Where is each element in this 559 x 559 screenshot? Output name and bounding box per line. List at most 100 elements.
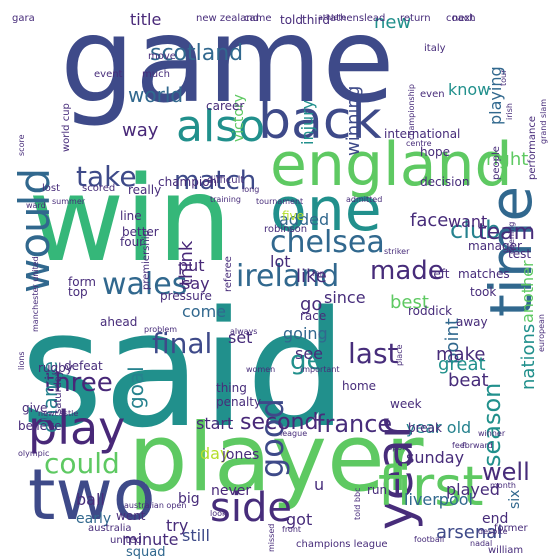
- cloud-word: champions league: [296, 539, 388, 550]
- cloud-word: goal: [124, 366, 148, 409]
- cloud-word: came: [244, 13, 272, 24]
- cloud-word: feel: [452, 441, 467, 450]
- cloud-word: matches: [458, 267, 510, 281]
- cloud-word: scored: [82, 183, 116, 194]
- cloud-word: striker: [384, 247, 410, 256]
- cloud-word: world: [128, 83, 184, 107]
- cloud-word: year old: [406, 418, 472, 437]
- cloud-word: move: [148, 51, 176, 62]
- cloud-word: great: [438, 354, 486, 375]
- cloud-word: roddick: [408, 304, 453, 318]
- cloud-word: got: [286, 510, 313, 529]
- cloud-word: champion: [158, 175, 218, 189]
- cloud-word: problem: [144, 325, 178, 334]
- cloud-word: despite: [478, 527, 508, 536]
- cloud-word: since: [324, 288, 366, 307]
- cloud-word: women: [246, 365, 276, 374]
- cloud-word: back: [258, 91, 382, 151]
- cloud-word: always: [230, 327, 258, 336]
- cloud-word: win: [28, 150, 233, 288]
- cloud-word: face: [410, 210, 449, 231]
- cloud-word: added: [279, 210, 330, 229]
- cloud-word: european: [537, 314, 546, 353]
- cloud-word: final: [152, 327, 213, 360]
- cloud-word: performance: [527, 115, 538, 180]
- cloud-word: ball: [76, 490, 105, 509]
- cloud-word: big: [178, 491, 200, 507]
- cloud-word: told bbc: [353, 487, 362, 521]
- cloud-word: go: [300, 294, 323, 315]
- cloud-word: summer: [52, 197, 86, 206]
- cloud-word: winner: [478, 429, 506, 438]
- cloud-word: world cup: [61, 103, 72, 152]
- cloud-word: international: [384, 127, 461, 141]
- cloud-word: try: [166, 516, 189, 535]
- cloud-word: pressure: [160, 289, 212, 303]
- cloud-word: month: [490, 481, 516, 490]
- cloud-word: another: [518, 260, 537, 323]
- cloud-word: france: [316, 410, 393, 438]
- cloud-word: minute: [122, 530, 179, 549]
- cloud-word: much: [142, 69, 170, 80]
- cloud-word: career: [206, 99, 245, 113]
- cloud-word: missed: [267, 524, 276, 553]
- cloud-word: even: [420, 89, 445, 100]
- cloud-word: football: [414, 535, 445, 544]
- cloud-word: see: [295, 344, 324, 363]
- cloud-word: ward: [26, 201, 46, 210]
- cloud-word: still: [182, 526, 210, 545]
- cloud-word: saturday: [53, 370, 64, 414]
- cloud-word: went: [116, 509, 146, 523]
- cloud-word: want: [448, 212, 488, 231]
- cloud-word: grand slam: [539, 99, 548, 145]
- cloud-word: winning: [343, 86, 364, 157]
- cloud-word: third: [302, 13, 330, 27]
- cloud-word: said: [20, 276, 348, 463]
- cloud-word: ahead: [100, 315, 138, 329]
- cloud-word: going: [283, 324, 328, 343]
- cloud-word: sport: [388, 443, 409, 452]
- cloud-word: united: [110, 535, 142, 546]
- cloud-word: beat: [448, 370, 489, 391]
- cloud-word: top: [68, 285, 88, 299]
- cloud-word: two: [28, 454, 156, 536]
- cloud-word: arsenal: [436, 522, 503, 543]
- cloud-word: second: [240, 410, 319, 435]
- cloud-word: difficult: [207, 175, 245, 186]
- cloud-word: could: [44, 447, 120, 480]
- cloud-word: week: [390, 397, 422, 411]
- cloud-word: fan: [312, 269, 325, 278]
- cloud-word: come: [182, 302, 227, 321]
- cloud-word: home: [342, 379, 377, 393]
- cloud-word: william: [488, 545, 524, 556]
- cloud-word: get: [290, 346, 333, 376]
- cloud-word: squad: [126, 545, 166, 559]
- cloud-word: chelsea: [270, 225, 385, 260]
- cloud-word: player: [128, 404, 424, 513]
- cloud-word: side: [210, 485, 292, 531]
- cloud-word: run: [367, 483, 388, 497]
- cloud-word: start: [196, 414, 234, 433]
- cloud-word: place: [395, 344, 404, 367]
- cloud-word: event: [94, 69, 123, 80]
- cloud-word: admitted: [346, 195, 383, 204]
- cloud-word: return: [400, 13, 431, 24]
- cloud-word: scotland: [150, 41, 244, 66]
- cloud-word: three: [44, 368, 113, 398]
- cloud-word: long: [242, 185, 260, 194]
- cloud-word: know: [448, 80, 491, 99]
- cloud-word: title: [130, 10, 162, 29]
- cloud-word: took: [470, 285, 497, 299]
- cloud-word: take: [76, 160, 137, 193]
- cloud-word: game: [60, 0, 395, 129]
- cloud-word: sunday: [406, 448, 465, 467]
- cloud-word: four: [120, 235, 145, 249]
- cloud-word: referee: [223, 256, 234, 292]
- cloud-word: score: [17, 134, 26, 157]
- cloud-word: like: [296, 266, 327, 287]
- cloud-word: manager: [468, 239, 522, 253]
- cloud-word: newcastle: [38, 409, 79, 418]
- cloud-word: australian open: [124, 501, 187, 510]
- cloud-word: next: [452, 13, 475, 24]
